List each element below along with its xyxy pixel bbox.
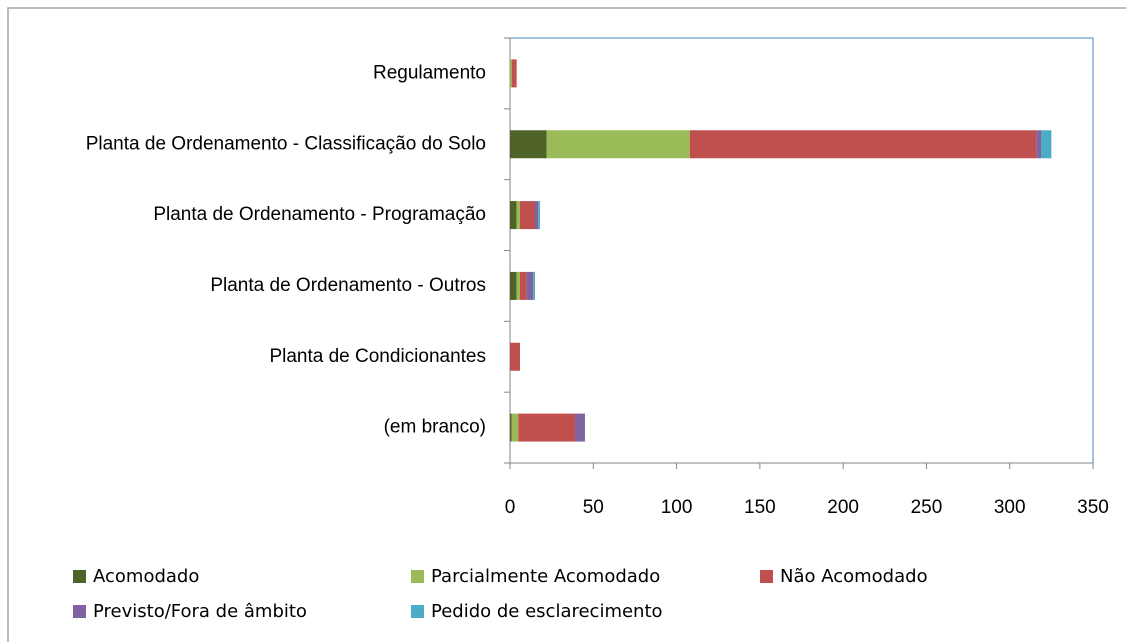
bar-segment	[574, 413, 585, 442]
x-tick-label: 300	[994, 497, 1026, 518]
bar-segment	[519, 271, 527, 300]
bar-segment	[510, 342, 520, 371]
bar-segment	[518, 413, 575, 442]
legend-swatch	[73, 605, 86, 618]
y-tick-label: Planta de Ordenamento - Classificação do…	[86, 133, 486, 154]
bar-segment	[534, 201, 539, 230]
bar-segment	[510, 201, 517, 230]
legend-swatch	[760, 570, 773, 583]
bar-segment	[533, 271, 535, 300]
y-tick-label: Regulamento	[373, 62, 486, 83]
bar-segment	[546, 130, 690, 159]
x-tick-label: 350	[1077, 497, 1109, 518]
legend-swatch	[411, 605, 424, 618]
x-tick-label: 100	[661, 497, 693, 518]
bar-segment	[526, 271, 534, 300]
frame	[7, 7, 1126, 642]
legend-label: Acomodado	[93, 566, 199, 587]
y-tick-label: (em branco)	[384, 417, 486, 438]
bar-segment	[1041, 130, 1052, 159]
bar-segment	[510, 413, 512, 442]
bar-segment	[511, 413, 519, 442]
x-tick-label: 200	[827, 497, 859, 518]
bar-segment	[511, 59, 517, 88]
y-tick-label: Planta de Condicionantes	[269, 346, 486, 367]
y-tick-label: Planta de Ordenamento - Programação	[153, 204, 486, 225]
bar-segment	[689, 130, 1037, 159]
plot-area	[509, 37, 1094, 464]
bar-segment	[516, 201, 520, 230]
y-tick-label: Planta de Ordenamento - Outros	[210, 275, 486, 296]
x-tick-label: 50	[583, 497, 604, 518]
bar-segment	[1036, 130, 1042, 159]
bar-segment	[510, 59, 512, 88]
legend-swatch	[411, 570, 424, 583]
legend-swatch	[73, 570, 86, 583]
bar-segment	[538, 201, 540, 230]
legend-label: Não Acomodado	[780, 566, 928, 587]
bar-segment	[510, 130, 547, 159]
bar-segment	[510, 271, 517, 300]
legend-label: Previsto/Fora de âmbito	[93, 601, 307, 622]
legend-label: Parcialmente Acomodado	[431, 566, 660, 587]
x-tick-label: 150	[744, 497, 776, 518]
x-tick-label: 0	[505, 497, 516, 518]
bar-segment	[516, 271, 520, 300]
bar-segment	[519, 201, 535, 230]
x-tick-label: 250	[911, 497, 943, 518]
legend-label: Pedido de esclarecimento	[431, 601, 663, 622]
